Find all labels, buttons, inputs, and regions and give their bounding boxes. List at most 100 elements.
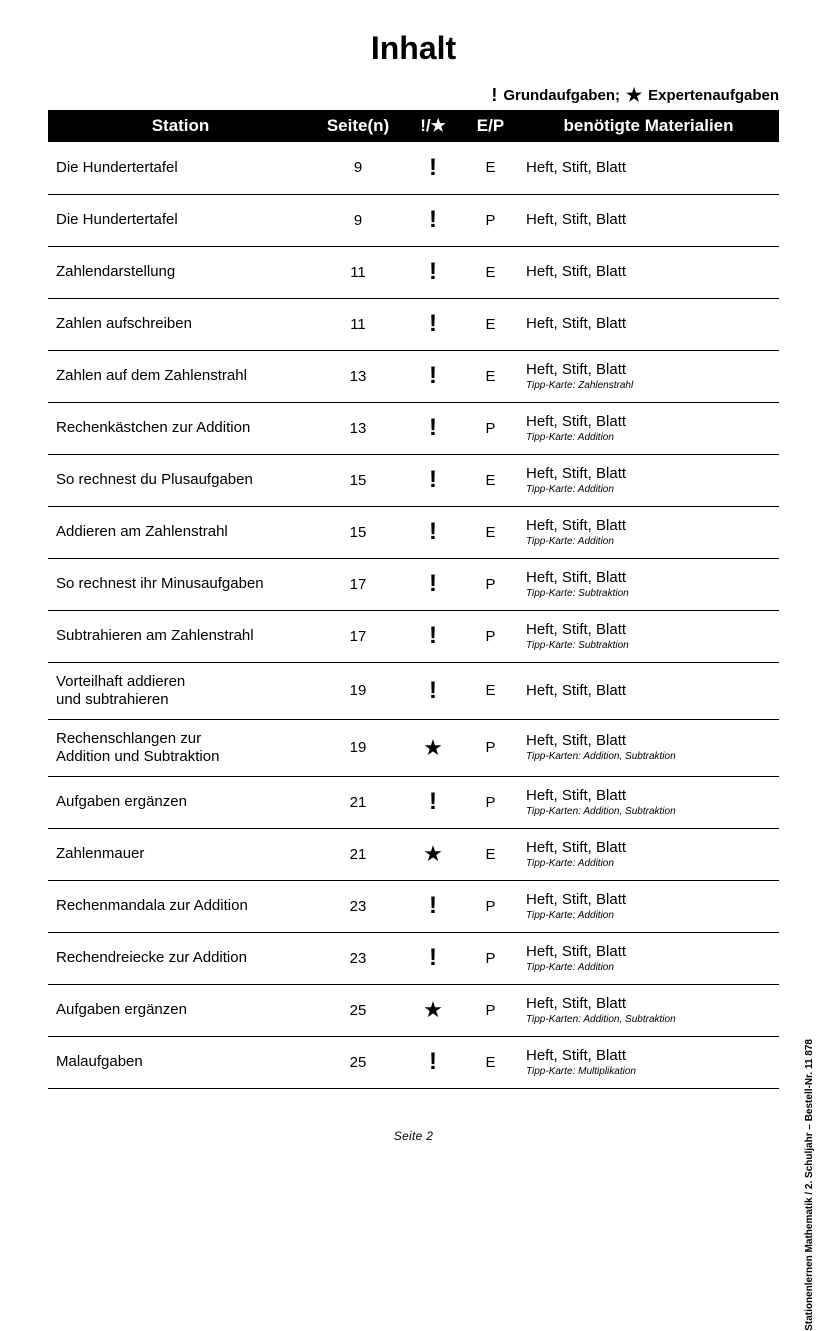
materials-text: Heft, Stift, Blatt	[526, 943, 771, 960]
cell-materials: Heft, Stift, Blatt	[518, 662, 779, 719]
cell-materials: Heft, Stift, BlattTipp-Karten: Addition,…	[518, 719, 779, 776]
table-row: Zahlen aufschreiben11!E Heft, Stift, Blat…	[48, 298, 779, 350]
materials-text: Heft, Stift, Blatt	[526, 682, 771, 699]
cell-station: Aufgaben ergänzen	[48, 984, 313, 1036]
cell-materials: Heft, Stift, Blatt	[518, 298, 779, 350]
cell-materials: Heft, Stift, BlattTipp-Karte: Addition	[518, 402, 779, 454]
cell-station: Zahlen aufschreiben	[48, 298, 313, 350]
cell-ep: P	[463, 194, 518, 246]
cell-ep: E	[463, 246, 518, 298]
cell-station: Zahlen auf dem Zahlenstrahl	[48, 350, 313, 402]
cell-station: So rechnest ihr Minusaufgaben	[48, 558, 313, 610]
exclamation-icon: !	[403, 610, 463, 662]
exclamation-icon: !	[403, 194, 463, 246]
materials-text: Heft, Stift, Blatt	[526, 1047, 771, 1064]
page-number: Seite 2	[0, 1129, 827, 1143]
exclamation-icon: !	[403, 558, 463, 610]
materials-text: Heft, Stift, Blatt	[526, 621, 771, 638]
exclamation-icon: !	[491, 85, 497, 106]
materials-tip: Tipp-Karten: Addition, Subtraktion	[526, 806, 771, 818]
cell-ep: P	[463, 776, 518, 828]
materials-tip: Tipp-Karte: Zahlenstrahl	[526, 380, 771, 392]
cell-pages: 13	[313, 402, 403, 454]
star-icon: ★	[403, 984, 463, 1036]
cell-ep: E	[463, 828, 518, 880]
cell-ep: E	[463, 298, 518, 350]
star-icon: ★	[403, 719, 463, 776]
cell-station: Vorteilhaft addierenund subtrahieren	[48, 662, 313, 719]
cell-materials: Heft, Stift, Blatt	[518, 194, 779, 246]
cell-station: Malaufgaben	[48, 1036, 313, 1088]
table-row: Rechenschlangen zurAddition und Subtrakt…	[48, 719, 779, 776]
materials-text: Heft, Stift, Blatt	[526, 315, 771, 332]
cell-station: Aufgaben ergänzen	[48, 776, 313, 828]
cell-materials: Heft, Stift, Blatt Tipp-Karte: Zahlenstra…	[518, 350, 779, 402]
page: Inhalt ! Grundaufgaben; ★ Expertenaufgab…	[0, 0, 827, 1169]
exclamation-icon: !	[403, 454, 463, 506]
cell-pages: 21	[313, 776, 403, 828]
table-row: Addieren am Zahlenstrahl15!EHeft, Stift,…	[48, 506, 779, 558]
exclamation-icon: !	[403, 142, 463, 194]
cell-ep: E	[463, 662, 518, 719]
cell-pages: 19	[313, 719, 403, 776]
cell-materials: Heft, Stift, Blatt	[518, 142, 779, 194]
cell-materials: Heft, Stift, Blatt	[518, 246, 779, 298]
cell-station: Zahlendarstellung	[48, 246, 313, 298]
materials-tip: Tipp-Karte: Multiplikation	[526, 1066, 771, 1078]
cell-station: Die Hundertertafel	[48, 142, 313, 194]
legend: ! Grundaufgaben; ★ Expertenaufgaben	[48, 85, 779, 106]
exclamation-icon: !	[403, 662, 463, 719]
cell-ep: P	[463, 402, 518, 454]
cell-station: Rechendreiecke zur Addition	[48, 932, 313, 984]
col-pages: Seite(n)	[313, 110, 403, 142]
materials-tip: Tipp-Karten: Addition, Subtraktion	[526, 1014, 771, 1026]
contents-table: Station Seite(n) !/★ E/P benötigte Mater…	[48, 110, 779, 1089]
cell-station: Addieren am Zahlenstrahl	[48, 506, 313, 558]
materials-tip: Tipp-Karte: Subtraktion	[526, 588, 771, 600]
materials-text: Heft, Stift, Blatt	[526, 569, 771, 586]
cell-pages: 11	[313, 298, 403, 350]
table-row: Zahlen auf dem Zahlenstrahl13!EHeft, Sti…	[48, 350, 779, 402]
cell-ep: E	[463, 1036, 518, 1088]
materials-tip: Tipp-Karte: Addition	[526, 536, 771, 548]
materials-text: Heft, Stift, Blatt	[526, 361, 771, 378]
cell-pages: 25	[313, 984, 403, 1036]
cell-pages: 9	[313, 142, 403, 194]
side-publisher-info: Stationenlernen Mathematik / 2. Schuljah…	[804, 1039, 815, 1331]
cell-ep: P	[463, 610, 518, 662]
cell-materials: Heft, Stift, Blatt Tipp-Karte: Subtraktio…	[518, 558, 779, 610]
materials-tip: Tipp-Karten: Addition, Subtraktion	[526, 751, 771, 763]
cell-materials: Heft, Stift, BlattTipp-Karte: Addition	[518, 828, 779, 880]
cell-materials: Heft, Stift, BlattTipp-Karten: Addition,…	[518, 984, 779, 1036]
materials-tip: Tipp-Karte: Addition	[526, 432, 771, 444]
cell-ep: E	[463, 454, 518, 506]
cell-pages: 15	[313, 454, 403, 506]
cell-pages: 17	[313, 610, 403, 662]
exclamation-icon: !	[403, 350, 463, 402]
table-row: Zahlendarstellung11!EHeft, Stift, Blatt	[48, 246, 779, 298]
table-row: Zahlenmauer21★EHeft, Stift, BlattTipp-Ka…	[48, 828, 779, 880]
legend-basic: Grundaufgaben;	[503, 87, 620, 104]
exclamation-icon: !	[403, 402, 463, 454]
cell-materials: Heft, Stift, Blatt Tipp-Karte: Multiplika…	[518, 1036, 779, 1088]
legend-expert: Expertenaufgaben	[648, 87, 779, 104]
materials-text: Heft, Stift, Blatt	[526, 465, 771, 482]
cell-materials: Heft, Stift, BlattTipp-Karte: Subtraktio…	[518, 610, 779, 662]
star-icon: ★	[626, 85, 642, 106]
materials-text: Heft, Stift, Blatt	[526, 839, 771, 856]
cell-materials: Heft, Stift, BlattTipp-Karten: Addition,…	[518, 776, 779, 828]
table-row: Rechenkästchen zur Addition13!PHeft, Sti…	[48, 402, 779, 454]
cell-station: Rechenmandala zur Addition	[48, 880, 313, 932]
cell-materials: Heft, Stift, Blatt Tipp-Karte: Addition	[518, 932, 779, 984]
cell-pages: 23	[313, 932, 403, 984]
table-row: Rechendreiecke zur Addition23!PHeft, Sti…	[48, 932, 779, 984]
table-row: Die Hundertertafel9!PHeft, Stift, Blatt	[48, 194, 779, 246]
materials-tip: Tipp-Karte: Addition	[526, 962, 771, 974]
exclamation-icon: !	[403, 298, 463, 350]
cell-ep: P	[463, 880, 518, 932]
exclamation-icon: !	[403, 506, 463, 558]
cell-pages: 25	[313, 1036, 403, 1088]
cell-station: So rechnest du Plusaufgaben	[48, 454, 313, 506]
cell-pages: 23	[313, 880, 403, 932]
cell-materials: Heft, Stift, BlattTipp-Karte: Addition	[518, 880, 779, 932]
